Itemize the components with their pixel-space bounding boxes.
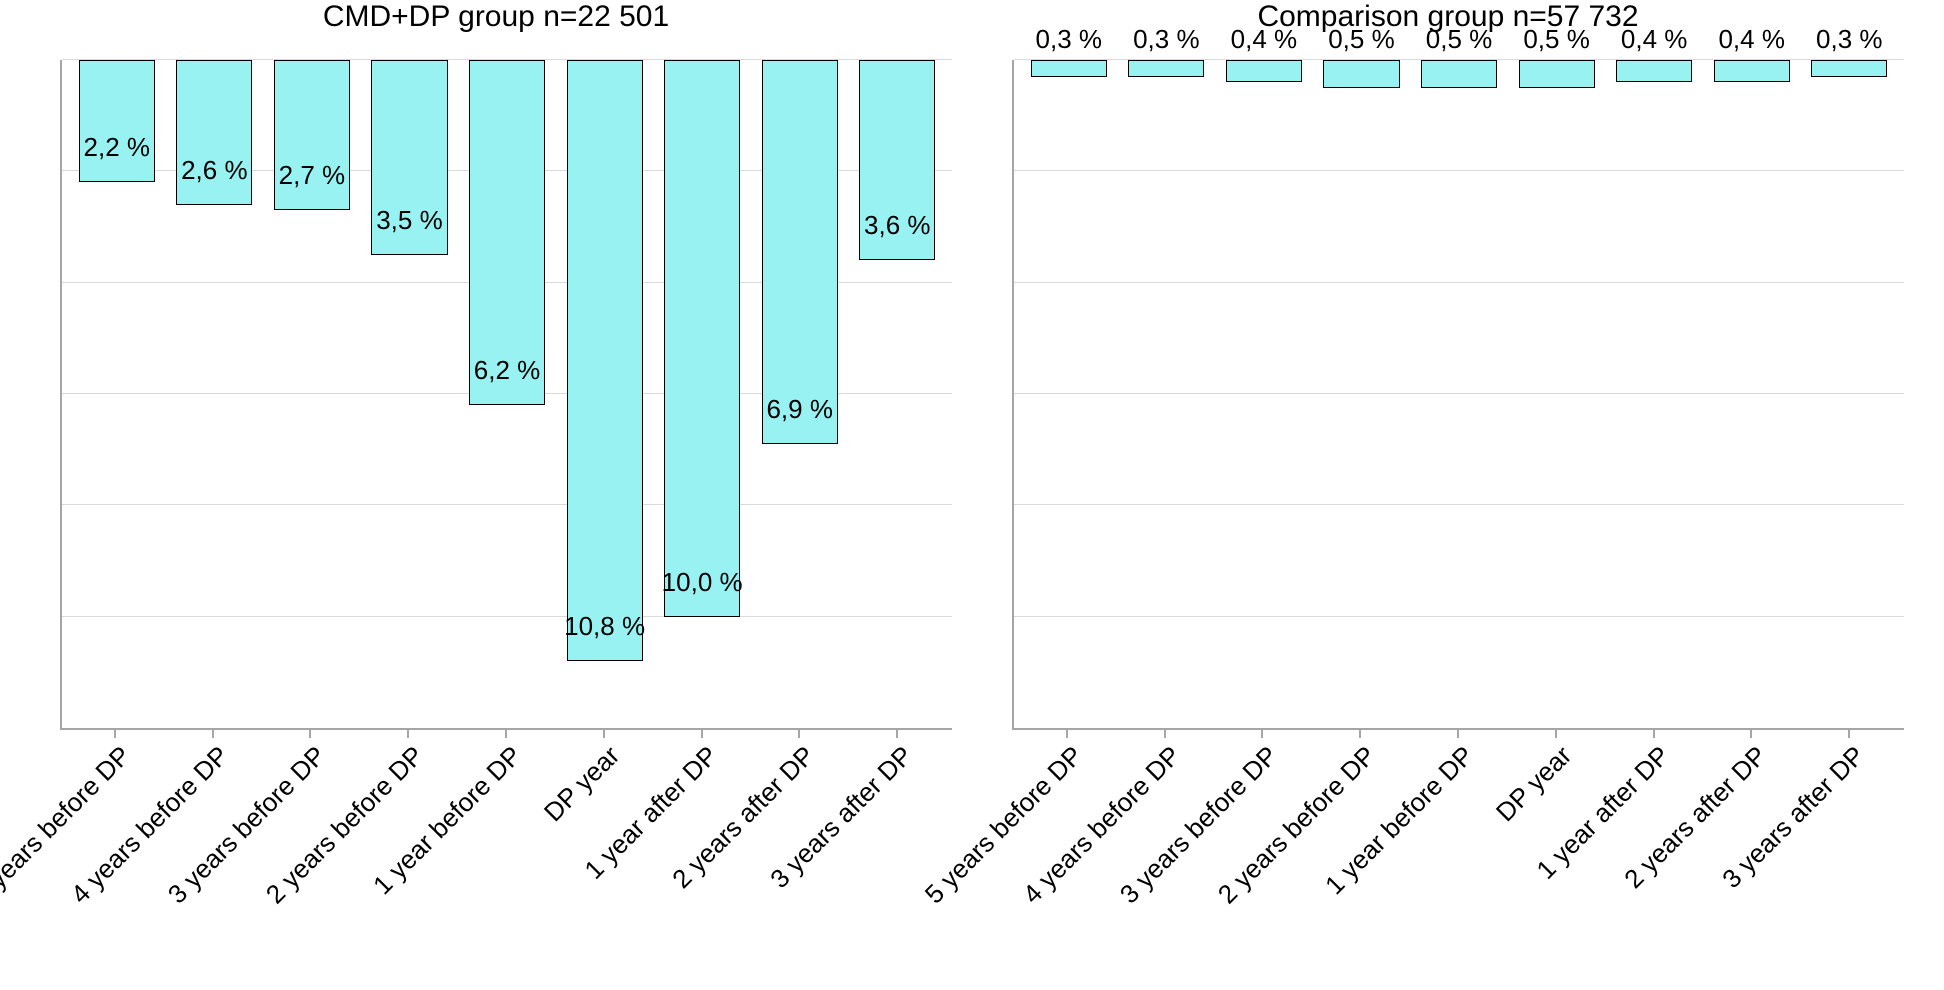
bar-slot: 6,9 %	[751, 60, 849, 728]
bar-value-label: 3,5 %	[376, 205, 443, 236]
bar: 10,8 %	[567, 60, 643, 661]
x-label-slot: 1 year before DP	[1409, 732, 1507, 990]
bar-slot: 10,0 %	[653, 60, 751, 728]
panel-right: Comparison group n=57 7320,3 %0,3 %0,4 %…	[972, 0, 1924, 990]
bar-slot: 2,7 %	[263, 60, 361, 728]
x-label-slot: 1 year before DP	[457, 732, 555, 990]
bar-value-label: 10,8 %	[564, 611, 645, 642]
bar-slot: 3,6 %	[849, 60, 947, 728]
bar-slot: 6,2 %	[458, 60, 556, 728]
bar: 0,3 %	[1811, 60, 1887, 77]
bar: 3,6 %	[859, 60, 935, 260]
bar: 0,5 %	[1519, 60, 1595, 88]
bar-value-label: 6,9 %	[766, 394, 833, 425]
x-tick	[798, 730, 800, 738]
bar: 0,5 %	[1323, 60, 1399, 88]
figure: CMD+DP group n=22 501 2,2 % 2,6 % 2,7 % 3,5 …	[0, 0, 1944, 990]
bar-slot: 2,2 %	[68, 60, 166, 728]
x-tick	[603, 730, 605, 738]
bar-value-label: 10,0 %	[662, 567, 743, 598]
bar-value-label: 0,4 %	[1621, 24, 1688, 55]
panel-title: CMD+DP group n=22 501	[20, 0, 972, 34]
x-tick	[407, 730, 409, 738]
x-tick	[896, 730, 898, 738]
bar-slot: 0,4 %	[1703, 60, 1801, 728]
x-label-slot: 3 years after DP	[848, 732, 946, 990]
bar-slot: 2,6 %	[166, 60, 264, 728]
bar: 10,0 %	[664, 60, 740, 617]
bar: 6,9 %	[762, 60, 838, 444]
bar-value-label: 2,2 %	[84, 132, 151, 163]
x-tick	[1848, 730, 1850, 738]
bar-slot: 0,5 %	[1313, 60, 1411, 728]
bar: 2,6 %	[176, 60, 252, 205]
x-tick	[1066, 730, 1068, 738]
bar-value-label: 0,3 %	[1036, 24, 1103, 55]
x-tick	[1261, 730, 1263, 738]
x-tick	[505, 730, 507, 738]
bar: 0,4 %	[1616, 60, 1692, 82]
bar-value-label: 0,3 %	[1816, 24, 1883, 55]
x-tick	[701, 730, 703, 738]
bar: 0,4 %	[1226, 60, 1302, 82]
x-tick	[1164, 730, 1166, 738]
plot-area: 2,2 % 2,6 % 2,7 % 3,5 % 6,2 % 10,8 % 10,0 % 6,9…	[60, 60, 952, 730]
bar-value-label: 0,3 %	[1133, 24, 1200, 55]
x-tick	[212, 730, 214, 738]
x-axis-labels: 5 years before DP4 years before DP3 year…	[1012, 732, 1904, 990]
bar: 0,4 %	[1714, 60, 1790, 82]
x-label-slot: 3 years after DP	[1800, 732, 1898, 990]
bar-slot: 0,5 %	[1410, 60, 1508, 728]
x-tick	[114, 730, 116, 738]
bar-slot: 3,5 %	[361, 60, 459, 728]
x-tick	[1359, 730, 1361, 738]
bar-slot: 0,3 %	[1118, 60, 1216, 728]
x-tick	[1457, 730, 1459, 738]
bar-value-label: 0,4 %	[1231, 24, 1298, 55]
bar-value-label: 0,5 %	[1523, 24, 1590, 55]
bar: 3,5 %	[371, 60, 447, 255]
bar-value-label: 3,6 %	[864, 210, 931, 241]
bar-slot: 0,4 %	[1605, 60, 1703, 728]
x-tick	[309, 730, 311, 738]
bar: 2,2 %	[79, 60, 155, 182]
x-tick	[1653, 730, 1655, 738]
bar-value-label: 0,5 %	[1328, 24, 1395, 55]
bar-value-label: 0,4 %	[1718, 24, 1785, 55]
bar: 0,3 %	[1031, 60, 1107, 77]
bar-value-label: 0,5 %	[1426, 24, 1493, 55]
panel-left: CMD+DP group n=22 501 2,2 % 2,6 % 2,7 % 3,5 …	[20, 0, 972, 990]
bar: 0,5 %	[1421, 60, 1497, 88]
bar: 0,3 %	[1128, 60, 1204, 77]
plot-area: 0,3 % 0,3 % 0,4 % 0,5 % 0,5 % 0,5 % 0,4 % 0,4 %…	[1012, 60, 1904, 730]
bar-slot: 0,5 %	[1508, 60, 1606, 728]
bar-value-label: 2,6 %	[181, 155, 248, 186]
bar-slot: 10,8 %	[556, 60, 654, 728]
bars-container: 0,3 % 0,3 % 0,4 % 0,5 % 0,5 % 0,5 % 0,4 % 0,4 %…	[1014, 60, 1904, 728]
bars-container: 2,2 % 2,6 % 2,7 % 3,5 % 6,2 % 10,8 % 10,0 % 6,9…	[62, 60, 952, 728]
bar-value-label: 2,7 %	[279, 160, 346, 191]
bar: 6,2 %	[469, 60, 545, 405]
x-tick	[1555, 730, 1557, 738]
bar-slot: 0,4 %	[1215, 60, 1313, 728]
x-tick	[1750, 730, 1752, 738]
bar-slot: 0,3 %	[1801, 60, 1899, 728]
bar-value-label: 6,2 %	[474, 355, 541, 386]
bar-slot: 0,3 %	[1020, 60, 1118, 728]
x-axis-labels: 5 years before DP4 years before DP3 year…	[60, 732, 952, 990]
bar: 2,7 %	[274, 60, 350, 210]
